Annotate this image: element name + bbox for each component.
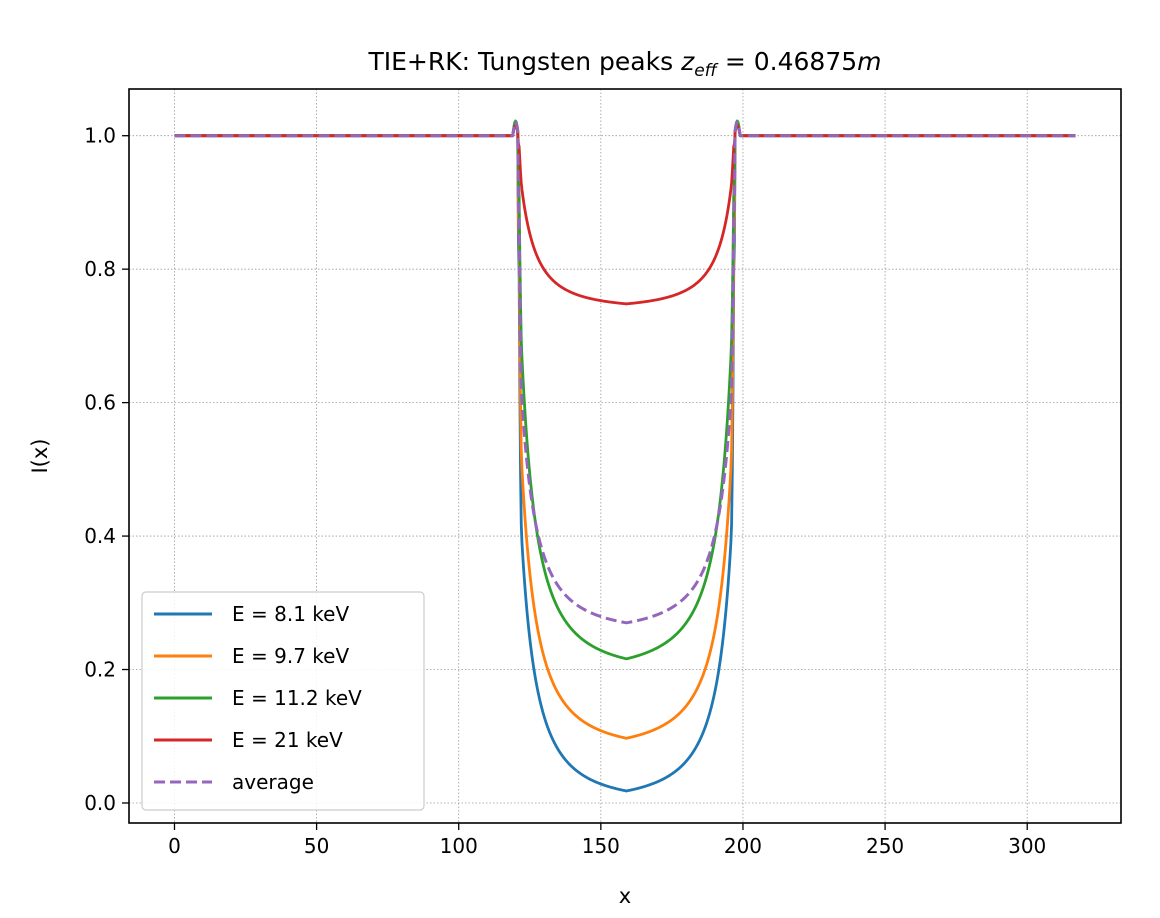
legend-label: E = 8.1 keV [232,602,349,626]
title-equals-value: = 0.46875 [717,47,857,76]
axis-ticks: 0 50 100 150 200 250 300 0.0 0.2 0.4 0.6 0.8 1.0 [84,124,1046,858]
x-tick-label: 0 [168,834,181,858]
plot-frame [128,88,1122,824]
x-tick-label: 200 [724,834,762,858]
legend-label: average [232,770,314,794]
y-tick-label: 0.6 [84,391,116,415]
legend-label: E = 21 keV [232,728,343,752]
x-tick-label: 150 [582,834,620,858]
legend-label: E = 11.2 keV [232,686,362,710]
y-tick-label: 0.8 [84,257,116,281]
chart-title: TIE+RK: Tungsten peaks zeff = 0.46875m [367,47,881,81]
y-axis-label: I(x) [28,438,52,473]
title-variable: z [680,47,695,76]
title-prefix: TIE+RK: Tungsten peaks [367,47,681,76]
x-tick-label: 50 [304,834,329,858]
y-tick-label: 0.2 [84,658,116,682]
title-unit: m [857,47,881,76]
x-tick-label: 100 [440,834,478,858]
x-tick-label: 250 [866,834,904,858]
series-line-2 [173,119,1077,661]
legend-box [141,591,425,811]
series-line-3 [173,124,1077,306]
legend: E = 8.1 keV E = 9.7 keV E = 11.2 keV E = 21… [141,591,425,811]
y-tick-label: 1.0 [84,124,116,148]
legend-label: E = 9.7 keV [232,644,349,668]
series-lines [173,119,1077,793]
y-tick-label: 0.4 [84,524,116,548]
y-tick-label: 0.0 [84,791,116,815]
x-tick-label: 300 [1008,834,1046,858]
x-axis-label: x [619,884,631,908]
title-subscript: eff [694,61,718,81]
series-line-4 [173,120,1077,625]
